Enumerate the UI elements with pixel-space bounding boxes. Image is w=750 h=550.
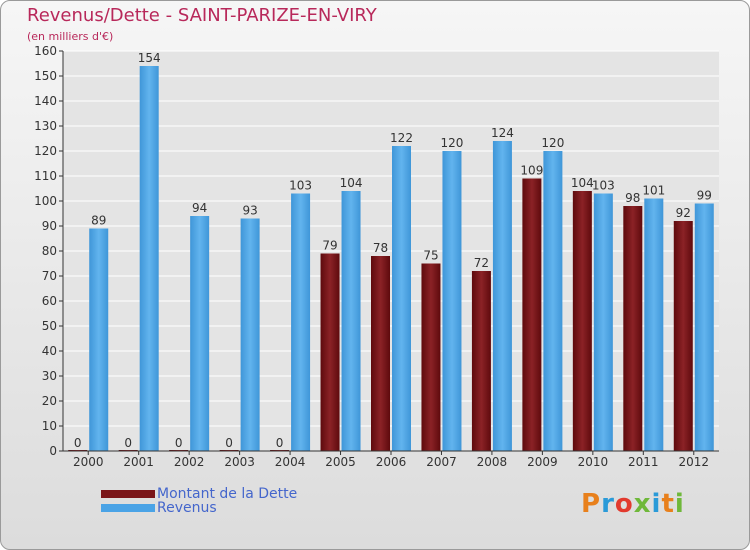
data-label-revenus: 93 [242, 204, 257, 218]
bar-debt [572, 191, 592, 451]
data-label-debt: 0 [175, 436, 183, 450]
y-tick-label: 80 [42, 244, 57, 258]
legend-swatch-revenus [101, 504, 155, 512]
bar-revenus [694, 203, 714, 451]
bar-revenus [543, 151, 563, 451]
x-tick-label: 2009 [527, 455, 558, 469]
bar-revenus [240, 218, 260, 451]
data-label-debt: 104 [571, 176, 594, 190]
data-label-debt: 0 [74, 436, 82, 450]
x-tick-label: 2004 [275, 455, 306, 469]
logo-letter: r [601, 489, 615, 519]
data-label-revenus: 101 [642, 184, 665, 198]
x-tick-label: 2006 [376, 455, 407, 469]
x-tick-label: 2012 [678, 455, 709, 469]
data-label-debt: 0 [225, 436, 233, 450]
bar-debt [320, 253, 340, 451]
x-tick-label: 2005 [325, 455, 356, 469]
y-tick-label: 50 [42, 319, 57, 333]
y-tick-label: 100 [34, 194, 57, 208]
legend: Montant de la Dette Revenus [101, 486, 298, 516]
data-label-revenus: 124 [491, 126, 514, 140]
y-tick-label: 0 [49, 444, 57, 458]
bar-revenus [442, 151, 462, 451]
chart-subtitle: (en milliers d'€) [27, 30, 114, 43]
data-label-revenus: 89 [91, 214, 106, 228]
x-tick-label: 2008 [477, 455, 508, 469]
y-tick-label: 20 [42, 394, 57, 408]
bar-debt [673, 221, 693, 451]
legend-item-revenus: Revenus [101, 500, 297, 516]
y-tick-label: 10 [42, 419, 57, 433]
data-label-revenus: 103 [289, 179, 312, 193]
data-label-revenus: 99 [697, 189, 712, 203]
y-tick-label: 130 [34, 119, 57, 133]
data-label-debt: 75 [423, 249, 438, 263]
data-label-debt: 92 [676, 206, 691, 220]
data-label-debt: 109 [520, 164, 543, 178]
bar-revenus [89, 228, 109, 451]
proxiti-logo: Proxiti [581, 489, 685, 519]
chart-title: Revenus/Dette - SAINT-PARIZE-EN-VIRY [27, 5, 377, 26]
bar-debt [623, 206, 643, 451]
data-label-revenus: 94 [192, 201, 207, 215]
data-label-revenus: 154 [138, 51, 161, 65]
bar-debt [522, 178, 542, 451]
data-label-debt: 78 [373, 241, 388, 255]
bar-revenus [593, 193, 613, 451]
y-tick-label: 110 [34, 169, 57, 183]
logo-letter: x [633, 489, 652, 519]
bar-revenus [291, 193, 311, 451]
bar-revenus [139, 66, 159, 451]
data-label-revenus: 120 [441, 136, 464, 150]
legend-item-debt: Montant de la Dette [101, 486, 298, 502]
legend-swatch-debt [101, 490, 155, 498]
x-tick-label: 2003 [224, 455, 255, 469]
data-label-revenus: 103 [592, 179, 615, 193]
y-tick-label: 160 [34, 44, 57, 58]
data-label-debt: 79 [322, 239, 337, 253]
legend-label-debt: Montant de la Dette [157, 486, 298, 502]
x-tick-label: 2007 [426, 455, 457, 469]
logo-letter: P [581, 489, 602, 519]
data-label-revenus: 104 [340, 176, 363, 190]
bar-debt [371, 256, 390, 451]
bar-debt [471, 271, 491, 451]
legend-label-revenus: Revenus [157, 500, 217, 516]
data-label-debt: 72 [474, 256, 489, 270]
y-tick-label: 140 [34, 94, 57, 108]
y-tick-label: 120 [34, 144, 57, 158]
x-tick-label: 2010 [578, 455, 609, 469]
data-label-debt: 0 [276, 436, 284, 450]
bar-revenus [644, 198, 664, 451]
data-label-revenus: 122 [390, 131, 413, 145]
bar-revenus [341, 191, 361, 451]
x-tick-label: 2011 [628, 455, 659, 469]
data-label-revenus: 120 [541, 136, 564, 150]
bar-revenus [492, 141, 512, 451]
logo-letter: i [651, 489, 662, 519]
x-tick-label: 2002 [174, 455, 205, 469]
x-tick-label: 2000 [73, 455, 104, 469]
y-tick-label: 70 [42, 269, 57, 283]
y-tick-label: 90 [42, 219, 57, 233]
data-label-debt: 0 [124, 436, 132, 450]
bar-revenus [190, 216, 210, 451]
y-tick-label: 40 [42, 344, 57, 358]
logo-letter: o [614, 489, 634, 519]
logo-letter: i [674, 489, 685, 519]
y-tick-label: 150 [34, 69, 57, 83]
x-tick-label: 2001 [123, 455, 154, 469]
y-tick-label: 30 [42, 369, 57, 383]
bar-revenus [392, 146, 411, 451]
y-tick-label: 60 [42, 294, 57, 308]
bar-debt [421, 263, 441, 451]
logo-letter: t [661, 489, 675, 519]
data-label-debt: 98 [625, 191, 640, 205]
